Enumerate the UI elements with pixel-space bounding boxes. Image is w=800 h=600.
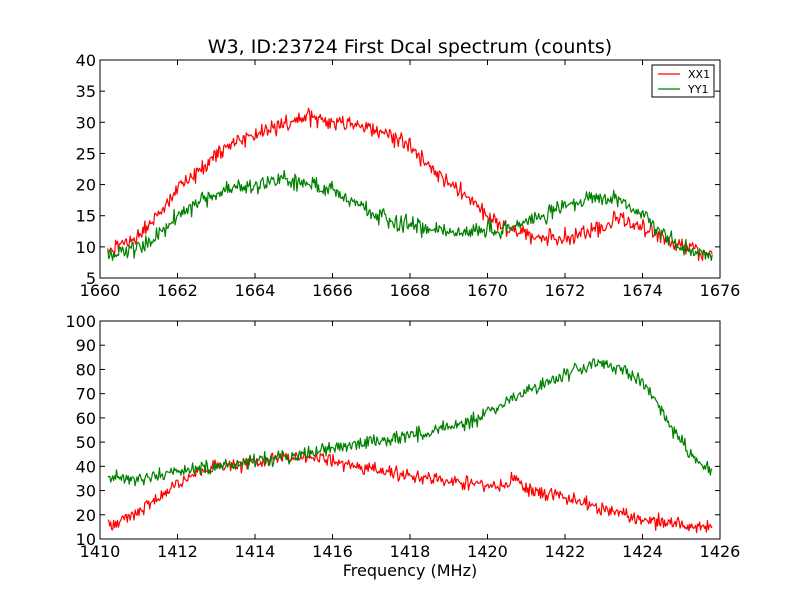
top-x-tick-label: 1674 xyxy=(622,281,663,300)
bottom-axis-ticks: 1410 1412 1414 1416 1418 1420 1422 1424 1426 10 20… xyxy=(65,312,740,561)
bottom-x-tick-label: 1426 xyxy=(700,542,741,561)
top-plot: 1660 1662 1664 1666 1668 1670 1672 1674 1676 5 10 1… xyxy=(76,51,741,300)
top-axis-ticks: 1660 1662 1664 1666 1668 1670 1672 1674 1676 5 10 1… xyxy=(76,51,741,300)
bottom-x-tick-label: 1410 xyxy=(80,542,121,561)
bottom-y-tick-label: 30 xyxy=(76,482,96,501)
legend-label-xx1: XX1 xyxy=(688,68,710,81)
bottom-y-tick-label: 60 xyxy=(76,409,96,428)
top-y-tick-label: 5 xyxy=(86,269,96,288)
bottom-y-tick-label: 70 xyxy=(76,385,96,404)
bottom-y-tick-label: 10 xyxy=(76,530,96,549)
top-y-tick-label: 30 xyxy=(76,113,96,132)
top-series-lines xyxy=(107,107,713,262)
bottom-y-tick-label: 80 xyxy=(76,360,96,379)
bottom-x-tick-label: 1414 xyxy=(235,542,276,561)
bottom-plot-frame xyxy=(99,320,721,540)
bottom-x-tick-label: 1422 xyxy=(545,542,586,561)
top-y-tick-label: 10 xyxy=(76,238,96,257)
bottom-y-tick-label: 50 xyxy=(76,433,96,452)
top-x-tick-label: 1668 xyxy=(390,281,431,300)
bottom-x-tick-label: 1424 xyxy=(622,542,663,561)
top-series-xx1 xyxy=(107,107,713,262)
top-x-tick-label: 1664 xyxy=(235,281,276,300)
bottom-series-lines xyxy=(107,358,713,534)
bottom-y-tick-label: 90 xyxy=(76,336,96,355)
x-axis-label: Frequency (MHz) xyxy=(343,561,477,580)
bottom-y-tick-label: 20 xyxy=(76,506,96,525)
bottom-y-tick-label: 100 xyxy=(65,312,96,331)
top-plot-frame xyxy=(99,59,721,279)
top-series-yy1 xyxy=(107,169,713,261)
top-x-tick-label: 1660 xyxy=(80,281,121,300)
top-y-tick-label: 40 xyxy=(76,51,96,70)
bottom-x-tick-label: 1420 xyxy=(467,542,508,561)
bottom-x-tick-label: 1412 xyxy=(157,542,198,561)
top-y-tick-label: 15 xyxy=(76,207,96,226)
legend-label-yy1: YY1 xyxy=(687,83,708,96)
top-x-tick-label: 1672 xyxy=(545,281,586,300)
top-y-tick-label: 35 xyxy=(76,82,96,101)
top-x-tick-label: 1676 xyxy=(700,281,741,300)
bottom-x-tick-label: 1418 xyxy=(390,542,431,561)
chart-title: W3, ID:23724 First Dcal spectrum (counts… xyxy=(208,36,612,58)
bottom-series-yy1 xyxy=(107,358,713,487)
bottom-x-tick-label: 1416 xyxy=(312,542,353,561)
top-y-tick-label: 20 xyxy=(76,176,96,195)
bottom-y-tick-label: 40 xyxy=(76,457,96,476)
top-x-tick-label: 1662 xyxy=(157,281,198,300)
legend-box xyxy=(651,64,715,98)
legend: XX1 YY1 xyxy=(651,64,715,98)
top-y-tick-label: 25 xyxy=(76,144,96,163)
top-x-tick-label: 1670 xyxy=(467,281,508,300)
top-x-tick-label: 1666 xyxy=(312,281,353,300)
bottom-plot: 1410 1412 1414 1416 1418 1420 1422 1424 1426 10 20… xyxy=(65,312,740,580)
